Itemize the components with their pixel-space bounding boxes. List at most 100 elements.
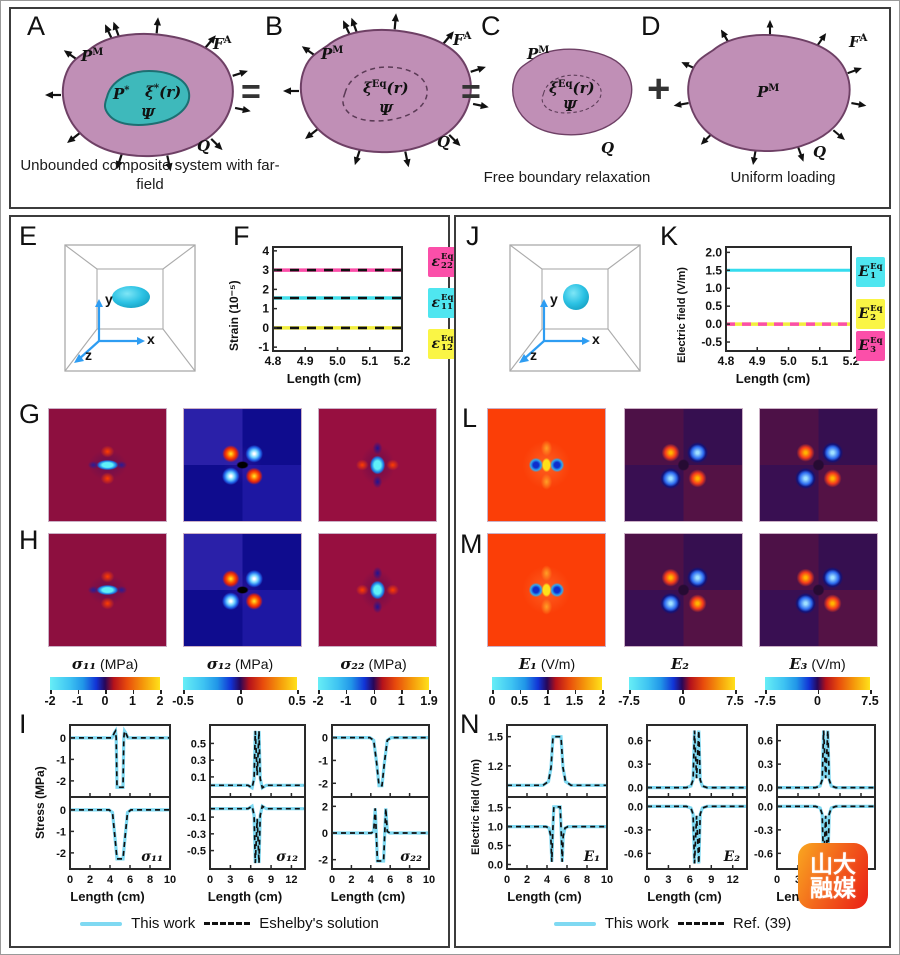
panel-label-m: M: [460, 529, 483, 559]
x-tick-label: 2: [348, 874, 354, 886]
colorbar-tick: [183, 690, 185, 694]
label-pm: PM: [757, 83, 780, 101]
x-tick-label: 3: [665, 874, 671, 886]
x-tick-label: 4: [107, 874, 114, 886]
x-axis-label: x: [592, 331, 600, 347]
colorbar-ticks: -2 -1 0 1 2: [44, 690, 163, 708]
z-axis-label: z: [85, 347, 92, 363]
matrix-blob: [512, 48, 633, 136]
colorbar-tick-label: -2: [44, 694, 56, 708]
outward-arrow: [403, 151, 411, 168]
y-tick-label: -2: [56, 776, 66, 788]
y-tick-label: 0: [60, 733, 66, 745]
x-axis-arrowhead: [137, 337, 145, 345]
series-s11top: [70, 726, 170, 789]
y-tick-label: 0.3: [758, 759, 773, 771]
legend-electrical: This work Ref. (39): [456, 915, 889, 932]
y-tick-label: -0.3: [754, 825, 773, 837]
y-tick-label: 1.0: [705, 281, 722, 295]
coordinate-axes: [78, 305, 139, 360]
panel-label-a: A: [27, 11, 46, 41]
outward-arrow: [67, 132, 81, 144]
box-inner: [541, 268, 609, 330]
watermark-line1: 山大: [810, 850, 856, 877]
this-work-line-sample: [553, 921, 596, 926]
ref39-dash-sample: [677, 922, 724, 925]
legend-chip-e1: E Eq 1: [856, 257, 885, 287]
y-tick-label: 4: [262, 244, 269, 258]
outward-arrow: [797, 147, 805, 162]
series-overlay-dash: [70, 809, 170, 860]
colorbar-title: E₃ (V/m): [789, 655, 846, 673]
box-outer: [64, 244, 196, 372]
x-tick-label: 3: [227, 874, 233, 886]
colorbar-tick-label: 0: [488, 694, 496, 708]
y-tick-label: 3: [262, 263, 269, 277]
label-q: Q: [437, 133, 451, 151]
series-overlay-dash: [647, 805, 747, 864]
outward-arrow: [391, 13, 399, 30]
colorbar-tick: [318, 690, 320, 694]
outward-arrow: [442, 31, 454, 45]
y-tick-label: -0.3: [624, 825, 643, 837]
x-tick-label: 4: [544, 874, 551, 886]
panel-label-i: I: [19, 709, 27, 739]
plot-tag: σ₁₁: [141, 849, 163, 865]
series-E1top: [507, 735, 607, 787]
panel-label-c: C: [481, 11, 501, 41]
x-tick-label: 10: [601, 874, 613, 886]
outward-arrow: [105, 24, 113, 40]
label-fa: FA: [849, 33, 868, 51]
colorbar-tick: [160, 690, 162, 694]
label-q: Q: [601, 139, 615, 157]
x-tick-label: 6: [387, 874, 393, 886]
colorbar-tick-label: 2: [598, 694, 606, 708]
colorbar-tick: [401, 690, 403, 694]
outward-arrow: [165, 155, 173, 172]
y-axis-label: y: [550, 291, 558, 307]
equals-sign-2: =: [461, 73, 481, 111]
x-tick-label: 10: [164, 874, 176, 886]
y-tick-label: -1: [56, 754, 66, 766]
label-fa: FA: [213, 35, 232, 53]
colorbar-tick-label: 0.5: [288, 694, 306, 708]
x-tick-label: 6: [564, 874, 570, 886]
x-tick-label: 6: [127, 874, 133, 886]
y-tick-label: -2: [56, 848, 66, 860]
series-overlay-dash: [210, 804, 305, 864]
efield-profile-e2: 0.6 0.3 0.0 0.0 -0.3 -0.6 0 3 6 9 12 E₂: [619, 721, 750, 889]
colorbar-tick-label: 2: [156, 694, 164, 708]
colorbar-tick-label: 7.5: [861, 694, 879, 708]
colorbar-tick-label: -1: [71, 694, 84, 708]
colorbar-tick-label: 1: [397, 694, 405, 708]
plot-frame: [646, 796, 748, 870]
panel-label-d: D: [641, 11, 661, 41]
y-tick-label: 1.0: [488, 822, 503, 834]
stress-profile-s11: 0 -1 -2 0 -1 -2 0 2 4 6 8 10 σ₁₁: [42, 721, 176, 889]
x-tick-label: 5.1: [361, 354, 378, 368]
outward-arrow: [45, 91, 61, 99]
i2-x-axis-title: Length (cm): [207, 889, 283, 904]
outward-arrow: [472, 102, 489, 110]
panel-label-e: E: [19, 221, 38, 251]
colorbar-tick-label: 7.5: [726, 694, 744, 708]
label-pm: PM: [81, 47, 104, 65]
this-work-line-sample: [80, 921, 123, 926]
series-overlay-dash: [332, 808, 429, 862]
x-tick-label: 6: [248, 874, 254, 886]
y-tick-label: 0: [322, 828, 328, 840]
series-overlay-dash: [70, 728, 170, 789]
y-tick-label: -1: [56, 826, 66, 838]
colorbar-tick: [132, 690, 134, 694]
outward-arrow: [847, 67, 862, 75]
outward-arrow: [851, 101, 867, 108]
y-tick-label: 0: [60, 805, 66, 817]
heatmap-m-e3: [759, 533, 878, 647]
x-tick-label: 0: [329, 874, 335, 886]
plot-frame: [506, 796, 608, 870]
plot-tag: E₂: [723, 849, 740, 865]
colorbar-ticks: 0 0.5 1 1.5 2: [488, 690, 606, 708]
y-tick-label: -0.5: [187, 846, 206, 858]
y-tick-label: 0.1: [191, 772, 206, 784]
i1-x-axis-title: Length (cm): [70, 889, 145, 904]
